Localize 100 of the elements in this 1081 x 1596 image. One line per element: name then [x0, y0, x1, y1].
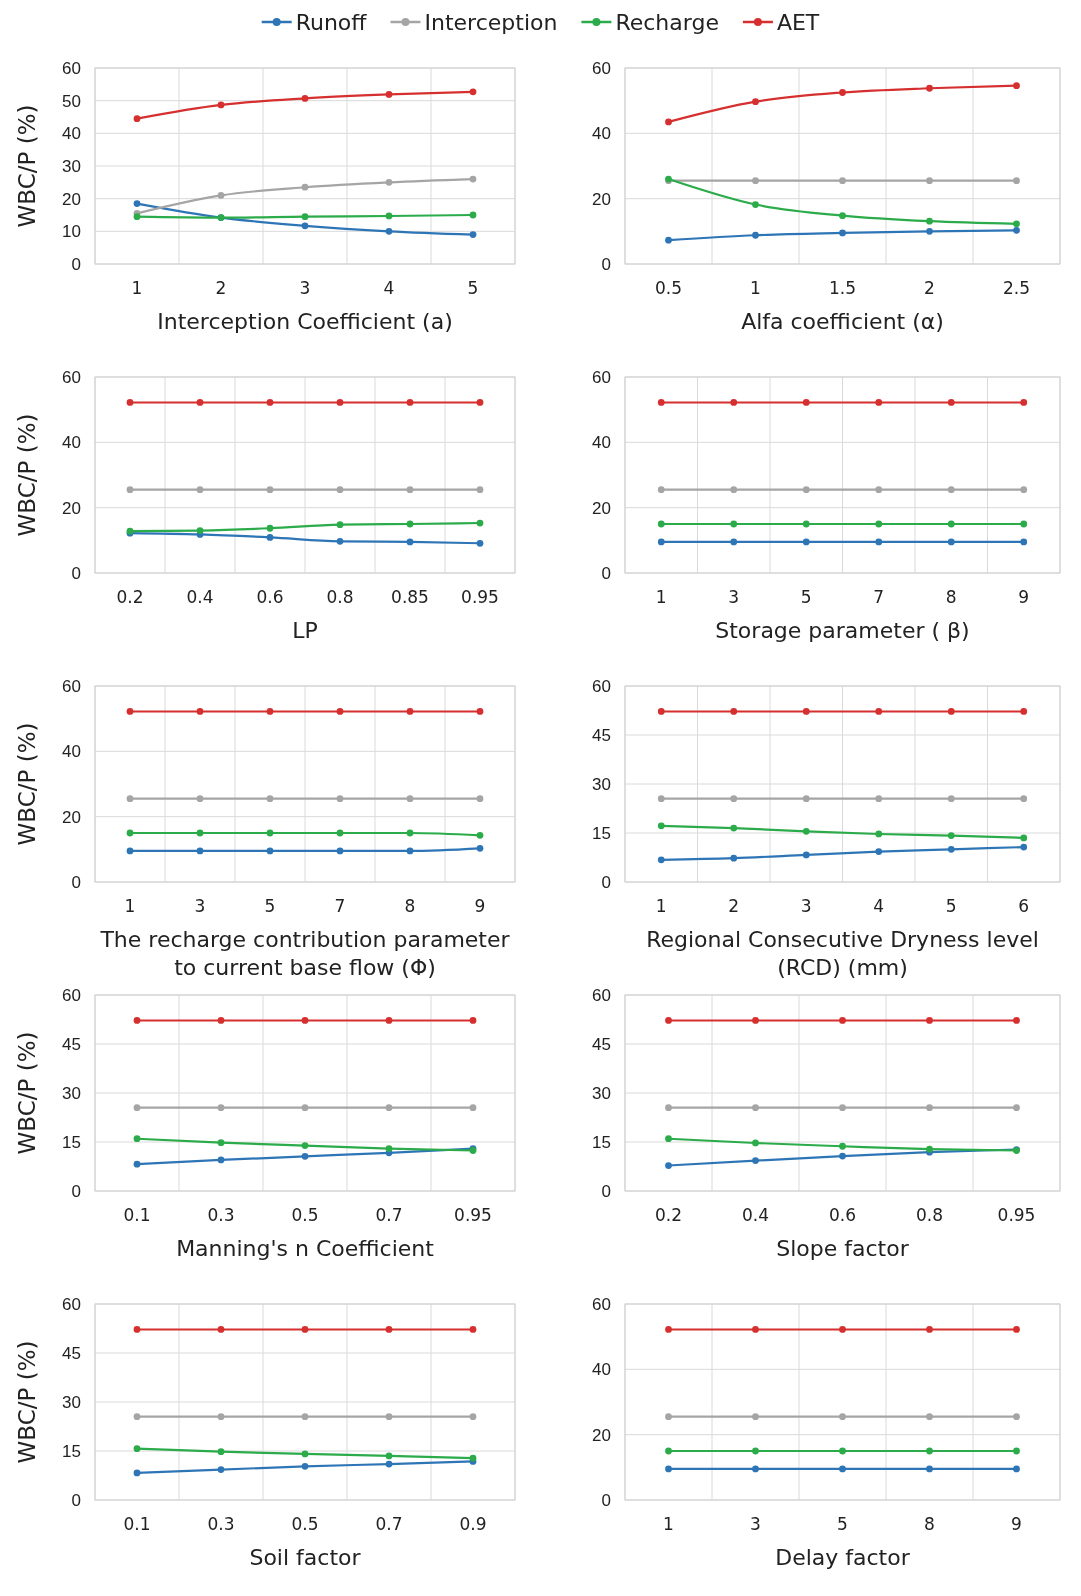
y-tick-label: 45: [62, 1034, 81, 1054]
x-tick-label: 0.8: [915, 1205, 944, 1225]
y-tick-label: 0: [71, 1490, 81, 1510]
x-tick-label: 0.8: [326, 587, 354, 607]
point: [1020, 520, 1028, 528]
x-axis-title: LP: [292, 618, 318, 643]
y-tick-label: 15: [62, 1441, 81, 1461]
point: [133, 1469, 141, 1477]
point: [301, 213, 309, 221]
point: [133, 1413, 141, 1421]
point: [752, 231, 759, 239]
point: [875, 848, 883, 855]
y-tick-label: 0: [601, 563, 611, 583]
x-axis-title: Soil factor: [249, 1545, 362, 1570]
point: [665, 1017, 672, 1024]
x-tick-label: 5: [264, 896, 276, 916]
x-axis-title: Storage parameter ( β): [715, 618, 970, 643]
point: [875, 486, 883, 494]
x-axis-title: Delay factor: [775, 1545, 911, 1570]
x-tick-label: 1: [663, 1514, 674, 1534]
point: [406, 795, 414, 803]
x-tick-label: 0.7: [375, 1205, 403, 1225]
point: [469, 88, 477, 96]
point: [665, 236, 672, 244]
point: [217, 1017, 225, 1024]
x-tick-label: 1: [131, 278, 143, 298]
y-tick-label: 40: [62, 124, 81, 144]
point: [196, 708, 204, 715]
y-tick-label: 40: [592, 1360, 611, 1380]
x-tick-label: 6: [1018, 896, 1030, 916]
point: [133, 1135, 141, 1143]
x-tick-label: 0.9: [459, 1514, 487, 1534]
point: [406, 708, 414, 715]
point: [752, 1139, 759, 1147]
x-tick-label: 9: [1011, 1514, 1022, 1534]
point: [802, 827, 810, 835]
y-tick-label: 0: [71, 1181, 81, 1201]
x-tick-label: 1: [750, 278, 761, 298]
x-tick-label: 2: [728, 896, 740, 916]
point: [133, 200, 141, 207]
point: [266, 847, 274, 855]
point: [730, 824, 738, 832]
point: [476, 539, 484, 547]
y-tick-label: 20: [62, 807, 81, 827]
point: [266, 399, 274, 406]
x-tick-label: 5: [837, 1514, 848, 1534]
point: [752, 1326, 759, 1333]
point: [730, 399, 738, 406]
point: [385, 1104, 393, 1112]
x-tick-label: 2: [924, 278, 935, 298]
point: [301, 1413, 309, 1421]
point: [406, 399, 414, 406]
point: [217, 1448, 225, 1456]
y-tick-label: 60: [62, 1294, 81, 1314]
point: [336, 486, 344, 494]
y-tick-label: 15: [62, 1132, 81, 1152]
x-tick-label: 4: [873, 896, 885, 916]
point: [875, 538, 883, 546]
point: [926, 1447, 933, 1455]
point: [1013, 220, 1020, 228]
point: [266, 524, 274, 532]
point: [469, 231, 477, 238]
point: [196, 527, 204, 534]
point: [196, 399, 204, 406]
x-tick-label: 5: [800, 587, 812, 607]
point: [385, 1452, 393, 1460]
point: [336, 847, 344, 855]
x-axis-title: The recharge contribution parameter to current base flow (Φ): [99, 927, 511, 980]
point: [266, 534, 274, 541]
point: [752, 201, 759, 208]
point: [839, 89, 846, 96]
y-tick-label: 0: [601, 254, 611, 274]
point: [926, 1326, 933, 1333]
point: [476, 486, 484, 494]
point: [665, 118, 672, 126]
point: [301, 1017, 309, 1024]
point: [469, 1413, 477, 1421]
y-tick-label: 40: [62, 433, 81, 453]
point: [947, 708, 955, 715]
point: [266, 795, 274, 803]
point: [752, 1465, 759, 1473]
point: [217, 1326, 225, 1333]
point: [665, 1326, 672, 1333]
x-tick-label: 0.95: [454, 1205, 492, 1225]
point: [1013, 226, 1020, 234]
point: [133, 1445, 141, 1453]
point: [665, 1162, 672, 1169]
y-tick-label: 30: [62, 156, 81, 176]
x-tick-label: 8: [945, 587, 957, 607]
point: [839, 229, 846, 237]
point: [406, 847, 414, 855]
point: [217, 101, 225, 109]
x-tick-label: 0.6: [828, 1205, 857, 1225]
point: [469, 1017, 477, 1024]
x-tick-label: 3: [194, 896, 206, 916]
x-tick-label: 0.6: [256, 587, 284, 607]
y-axis-title: WBC/P (%): [14, 1031, 40, 1155]
point: [217, 192, 225, 199]
point: [406, 538, 414, 546]
point: [926, 177, 933, 185]
